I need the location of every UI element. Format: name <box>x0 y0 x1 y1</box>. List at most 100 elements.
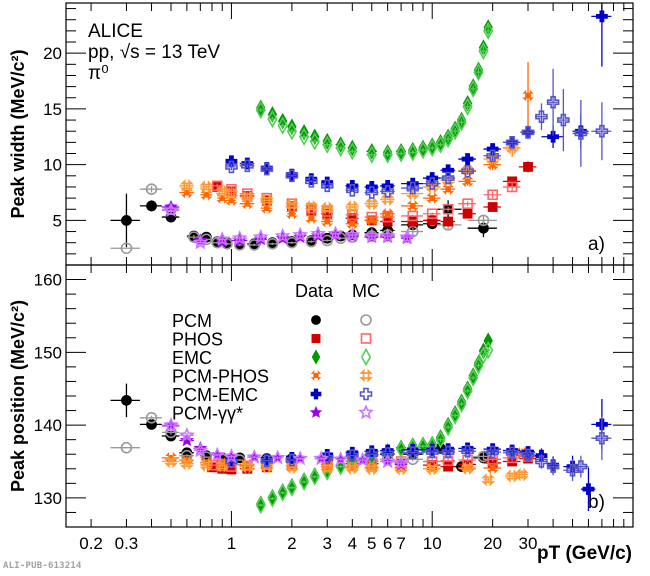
data-point <box>292 226 309 242</box>
data-point <box>380 192 395 207</box>
marker <box>225 160 238 174</box>
marker <box>407 210 419 222</box>
marker <box>557 113 570 127</box>
marker <box>179 427 195 442</box>
data-point <box>483 341 494 360</box>
marker <box>473 356 484 375</box>
marker <box>365 186 379 199</box>
data-point <box>520 125 535 140</box>
marker <box>223 448 240 464</box>
marker <box>285 169 299 183</box>
marker <box>199 180 214 194</box>
marker <box>381 207 394 220</box>
marker <box>304 200 319 214</box>
data-point <box>285 453 299 467</box>
pt-x-axis-title: pT (GeV/c) <box>537 543 632 564</box>
marker <box>209 446 226 462</box>
legend-label: EMC <box>172 348 212 368</box>
data-point <box>345 200 360 214</box>
data-point <box>382 145 393 164</box>
data-point <box>468 368 479 387</box>
data-point <box>458 165 476 178</box>
data-point <box>417 141 429 160</box>
x-tick-label: 3 <box>322 534 331 553</box>
x-tick-label: 20 <box>483 534 502 553</box>
marker <box>266 238 279 250</box>
data-point <box>502 181 521 193</box>
marker <box>306 202 317 214</box>
marker <box>566 463 579 477</box>
legend-data-marker <box>310 388 322 400</box>
marker <box>547 130 559 143</box>
series-pcm-emc-mc <box>225 68 612 199</box>
marker <box>286 122 297 141</box>
marker <box>287 118 297 136</box>
data-point <box>285 197 299 212</box>
peak-width-y-axis-title: Peak width (MeV/c²) <box>8 49 28 218</box>
series-pcm-phos-data <box>179 62 534 230</box>
data-point <box>292 450 309 466</box>
marker <box>278 112 288 130</box>
legend-entry: PCM-PHOS <box>172 367 373 387</box>
marker <box>242 460 253 472</box>
marker <box>595 124 609 138</box>
marker <box>426 192 439 204</box>
data-point <box>449 406 461 425</box>
data-point <box>260 162 274 176</box>
data-point <box>435 430 446 449</box>
series-pcm--mc <box>161 202 415 250</box>
data-point <box>546 68 560 136</box>
marker <box>505 136 519 149</box>
marker <box>399 228 415 244</box>
marker <box>462 97 473 116</box>
data-point <box>423 215 441 226</box>
marker <box>506 181 518 193</box>
data-point <box>483 445 501 459</box>
data-point <box>239 190 255 204</box>
marker <box>425 177 439 190</box>
marker <box>461 445 474 458</box>
marker <box>260 162 274 176</box>
marker <box>379 453 396 469</box>
data-point <box>483 202 501 212</box>
data-point <box>440 445 456 459</box>
data-point <box>266 238 279 250</box>
legend-label: PCM-EMC <box>172 385 258 405</box>
legend-header-data: Data <box>295 281 334 301</box>
legend-entry: PCM-γγ* <box>172 404 374 424</box>
data-point <box>580 467 596 511</box>
data-point <box>401 177 424 190</box>
marker <box>515 467 529 482</box>
data-point <box>473 62 484 82</box>
marker <box>320 179 334 193</box>
data-point <box>223 448 240 464</box>
marker <box>546 460 560 473</box>
peak-width-data-points <box>110 3 612 255</box>
marker <box>299 124 309 141</box>
marker <box>286 236 298 249</box>
marker <box>442 203 454 215</box>
marker <box>145 412 158 424</box>
data-point <box>417 437 429 456</box>
data-point <box>231 229 248 245</box>
x-tick-label: 0.3 <box>115 534 139 553</box>
data-point <box>345 217 359 230</box>
marker <box>449 122 461 141</box>
data-point <box>572 99 589 167</box>
data-point <box>274 227 291 243</box>
marker <box>286 198 298 209</box>
marker <box>354 451 371 467</box>
data-point <box>481 472 496 487</box>
legend-label: PCM-γγ* <box>172 404 243 424</box>
marker <box>478 41 489 61</box>
marker <box>346 179 359 192</box>
data-point <box>380 207 395 220</box>
data-point <box>364 214 379 227</box>
data-point <box>462 381 473 401</box>
data-point <box>534 103 548 131</box>
marker <box>277 116 288 135</box>
marker <box>381 185 394 198</box>
pt-x-tick-labels: 0.2 0.3 1 2 3 4 5 6 7 10 20 30 <box>79 534 537 553</box>
marker <box>298 472 310 492</box>
data-point <box>401 210 424 222</box>
